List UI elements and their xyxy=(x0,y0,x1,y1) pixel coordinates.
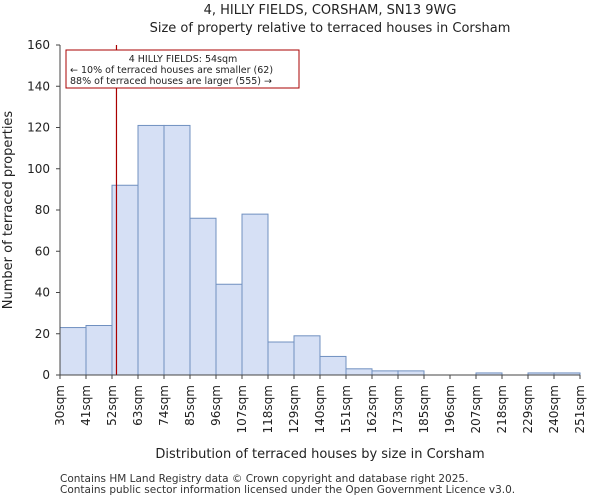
y-tick-label: 140 xyxy=(27,79,50,93)
bar-107sqm xyxy=(241,213,269,376)
y-tick-label: 80 xyxy=(35,203,50,217)
bar-162sqm xyxy=(371,370,399,376)
x-tick-label: 74sqm xyxy=(157,385,171,426)
y-tick-label: 100 xyxy=(27,162,50,176)
x-tick-label: 173sqm xyxy=(391,385,405,433)
annotation-box: 4 HILLY FIELDS: 54sqm ← 10% of terraced … xyxy=(65,49,300,89)
x-tick-label: 96sqm xyxy=(209,385,223,426)
y-tick-label: 0 xyxy=(42,368,50,382)
x-tick-label: 162sqm xyxy=(365,385,379,433)
x-tick-label: 240sqm xyxy=(547,385,561,433)
x-axis-label: Distribution of terraced houses by size … xyxy=(155,447,484,462)
annotation-border xyxy=(65,49,300,89)
x-tick-label: 229sqm xyxy=(521,385,535,433)
bar-96sqm xyxy=(215,283,243,376)
x-tick-label: 52sqm xyxy=(105,385,119,426)
x-tick-label: 63sqm xyxy=(131,385,145,426)
x-tick-label: 41sqm xyxy=(79,385,93,426)
x-tick-label: 140sqm xyxy=(313,385,327,433)
bar-118sqm xyxy=(267,341,295,376)
bars-group xyxy=(59,124,581,376)
chart-title-line1: 4, HILLY FIELDS, CORSHAM, SN13 9WG xyxy=(204,3,457,18)
x-tick-label: 85sqm xyxy=(183,385,197,426)
y-tick-label: 120 xyxy=(27,121,50,135)
x-tick-label: 107sqm xyxy=(235,385,249,433)
y-tick-label: 40 xyxy=(35,286,50,300)
annotation-line3: 88% of terraced houses are larger (555) … xyxy=(70,76,272,87)
x-tick-label: 196sqm xyxy=(443,385,457,433)
bar-85sqm xyxy=(189,217,217,376)
bar-173sqm xyxy=(397,370,425,376)
x-tick-label: 118sqm xyxy=(261,385,275,433)
bar-140sqm xyxy=(319,355,347,376)
y-ticks-group: 0 20 40 60 80 100 120 140 160 xyxy=(27,38,60,382)
y-tick-label: 20 xyxy=(35,327,50,341)
x-ticks-group: 30sqm 41sqm 52sqm 63sqm 74sqm 85sqm 96sqm 107sq… xyxy=(53,375,587,433)
y-axis-label: Number of terraced properties xyxy=(1,111,16,310)
x-tick-label: 251sqm xyxy=(573,385,587,433)
y-tick-label: 160 xyxy=(27,38,50,52)
annotation-line1: 4 HILLY FIELDS: 54sqm xyxy=(129,54,238,65)
x-tick-label: 218sqm xyxy=(495,385,509,433)
annotation-line2: ← 10% of terraced houses are smaller (62… xyxy=(70,65,273,76)
bar-129sqm xyxy=(293,335,321,376)
x-tick-label: 207sqm xyxy=(469,385,483,433)
bar-41sqm xyxy=(85,325,113,376)
chart-title-line2: Size of property relative to terraced ho… xyxy=(150,21,511,36)
bar-63sqm xyxy=(137,124,165,376)
bar-30sqm xyxy=(59,327,87,376)
bar-74sqm xyxy=(163,124,191,376)
x-tick-label: 129sqm xyxy=(287,385,301,433)
footer-line2: Contains public sector information licen… xyxy=(60,484,516,496)
footer-line1: Contains HM Land Registry data © Crown c… xyxy=(60,473,469,485)
y-tick-label: 60 xyxy=(35,244,50,258)
x-tick-label: 185sqm xyxy=(417,385,431,433)
x-tick-label: 151sqm xyxy=(339,385,353,433)
bar-151sqm xyxy=(345,368,373,376)
x-tick-label: 30sqm xyxy=(53,385,67,426)
